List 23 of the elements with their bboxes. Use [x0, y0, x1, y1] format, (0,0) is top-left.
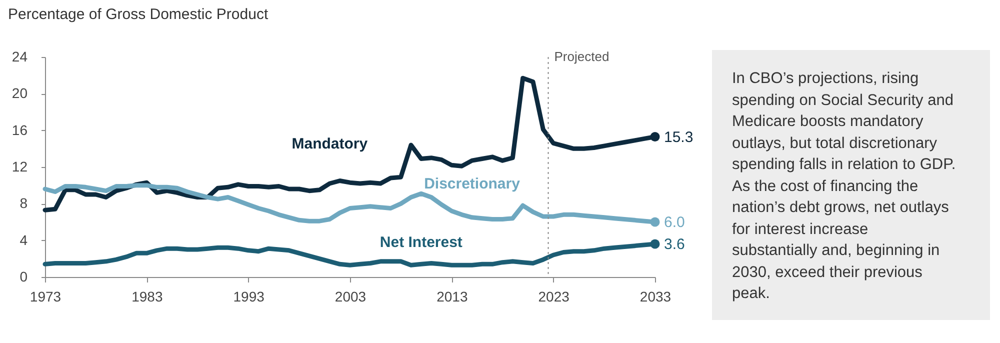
y-tick-label: 16 — [12, 122, 28, 138]
y-tick-label: 0 — [20, 268, 28, 284]
text: Mandatory — [292, 136, 368, 152]
x-tick-label: 2023 — [538, 288, 570, 304]
data-label: 15.3 — [664, 128, 694, 146]
x-tick-label: 2013 — [436, 288, 468, 304]
chart-title: Percentage of Gross Domestic Product — [8, 6, 268, 23]
series-label: Discretionary — [424, 175, 521, 192]
data-label: 3.6 — [664, 236, 685, 253]
x-tick-label: 1973 — [30, 288, 62, 304]
data-label: 6.0 — [664, 214, 685, 231]
x-tick-label: 1993 — [233, 288, 265, 304]
text: In CBO’s projections, rising spending on Social Security and Medicare boosts mandatory outlays, but total discretionary spending falls in relation to GDP. As the cost of financing the nation’s debt grows, net outlays for interest increase substantially and, beginning in 2030, exceed their previous peak. — [732, 70, 956, 302]
y-tick-label: 24 — [12, 48, 28, 64]
y-tick-label: 4 — [20, 232, 28, 248]
x-tick-label: 1983 — [132, 288, 163, 304]
y-tick-label: 8 — [20, 195, 28, 212]
x-tick-label: 2033 — [640, 288, 672, 304]
y-tick-label: 12 — [12, 158, 28, 174]
x-tick-label: 2003 — [334, 288, 366, 304]
y-tick-label: 20 — [12, 85, 28, 102]
series-label: Net Interest — [380, 234, 462, 252]
ref-line-label: Projected — [554, 49, 610, 64]
